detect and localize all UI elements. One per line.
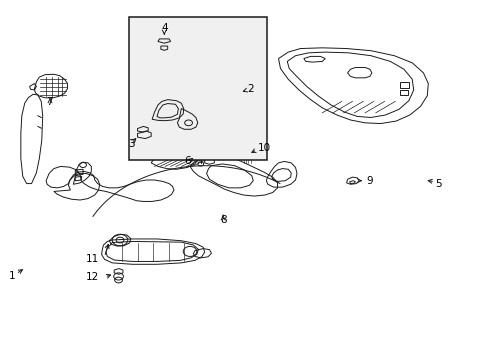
Text: 11: 11 xyxy=(85,254,99,264)
Text: 3: 3 xyxy=(128,139,134,149)
Text: 12: 12 xyxy=(85,272,99,282)
Text: 9: 9 xyxy=(366,176,372,186)
Text: 5: 5 xyxy=(435,179,441,189)
Text: 6: 6 xyxy=(183,157,190,166)
Text: 7: 7 xyxy=(46,97,52,107)
Text: 1: 1 xyxy=(9,271,15,282)
Text: 2: 2 xyxy=(247,84,254,94)
Text: 4: 4 xyxy=(161,23,167,33)
Bar xyxy=(128,18,267,160)
Text: 8: 8 xyxy=(219,215,226,225)
Text: 10: 10 xyxy=(258,143,271,153)
